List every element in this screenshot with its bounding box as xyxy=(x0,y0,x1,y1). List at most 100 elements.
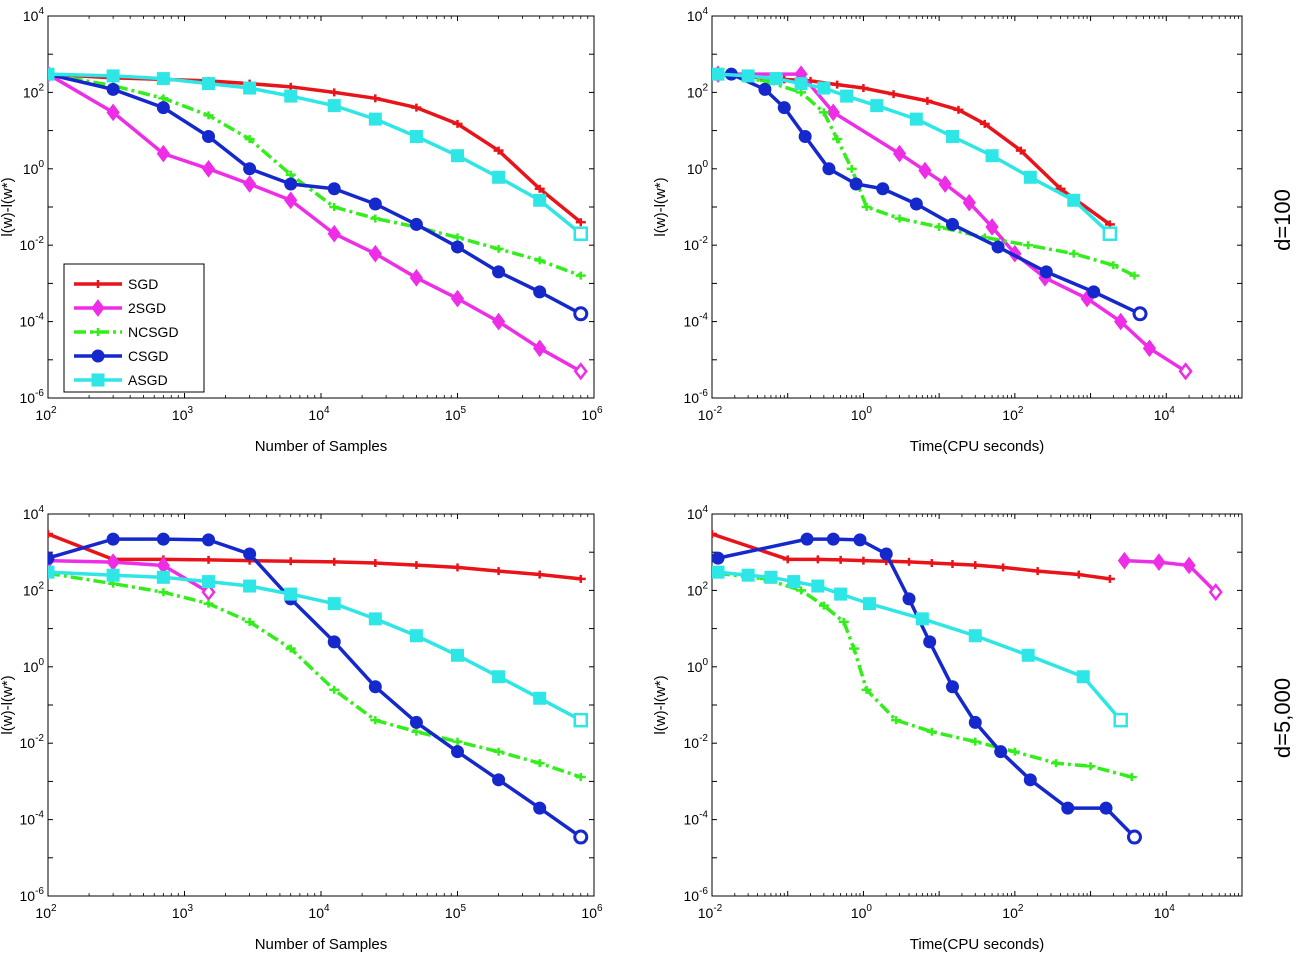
data-point xyxy=(203,111,214,120)
data-point xyxy=(158,94,169,103)
y-tick-label: 10-4 xyxy=(684,810,709,828)
data-point xyxy=(243,81,257,95)
y-tick-label: 10-6 xyxy=(20,886,45,904)
data-point xyxy=(411,727,422,736)
data-point xyxy=(811,579,825,593)
data-point xyxy=(712,67,725,81)
y-axis-label: l(w)-l(w*) xyxy=(0,177,16,236)
data-point xyxy=(853,533,867,547)
data-point xyxy=(1152,553,1166,571)
data-point xyxy=(945,130,959,144)
series-csgd xyxy=(48,532,589,845)
data-point xyxy=(493,244,504,253)
y-tick-label: 100 xyxy=(687,159,709,177)
series-line xyxy=(48,570,582,722)
x-tick-label: 103 xyxy=(172,405,194,423)
data-point xyxy=(1208,583,1223,602)
data-point xyxy=(1023,170,1037,184)
legend-item-sgd: SGD xyxy=(74,276,158,292)
data-point xyxy=(370,559,381,568)
data-point xyxy=(106,69,120,83)
data-point xyxy=(741,568,755,582)
data-point xyxy=(409,217,423,231)
row-label: d=100 xyxy=(1270,189,1295,251)
x-tick-label: 105 xyxy=(445,903,467,921)
data-point xyxy=(970,737,981,746)
data-point xyxy=(492,265,506,279)
data-point xyxy=(926,559,937,568)
data-point xyxy=(48,529,53,538)
data-point xyxy=(329,557,340,566)
data-point xyxy=(285,82,296,91)
data-point xyxy=(769,72,783,86)
data-point xyxy=(451,149,464,163)
data-point xyxy=(284,587,298,601)
data-point xyxy=(985,218,999,236)
legend-item-ncsgd: NCSGD xyxy=(74,324,179,340)
series-line xyxy=(717,72,1136,278)
data-point xyxy=(202,77,216,91)
y-tick-label: 104 xyxy=(687,6,709,24)
data-point xyxy=(575,773,586,782)
data-point xyxy=(156,144,170,163)
y-tick-label: 10-6 xyxy=(684,886,709,904)
legend-label: ASGD xyxy=(128,372,168,388)
data-point xyxy=(48,67,55,81)
data-point xyxy=(1087,285,1101,299)
data-point xyxy=(285,170,296,179)
series-csgd xyxy=(724,67,1148,322)
data-point xyxy=(953,105,964,114)
x-tick-label: 102 xyxy=(1002,405,1024,423)
data-point xyxy=(861,203,872,211)
data-point xyxy=(452,233,463,242)
data-point xyxy=(201,159,216,178)
data-point xyxy=(794,77,808,91)
data-point xyxy=(201,583,216,602)
legend-item-2sgd: 2SGD xyxy=(74,299,166,317)
y-axis-label: l(w)-l(w*) xyxy=(0,675,16,734)
data-point xyxy=(409,715,423,729)
data-point xyxy=(327,597,341,611)
data-point xyxy=(202,533,216,547)
data-point xyxy=(1126,829,1142,845)
data-point xyxy=(573,306,589,322)
x-tick-label: 104 xyxy=(308,405,330,423)
series-2sgd xyxy=(1117,551,1223,602)
data-point xyxy=(1132,306,1148,322)
data-point xyxy=(712,565,725,579)
data-point xyxy=(202,575,216,589)
data-point xyxy=(812,555,823,564)
data-point xyxy=(285,557,296,566)
data-point xyxy=(368,244,382,263)
data-point xyxy=(243,547,257,561)
data-point xyxy=(156,72,170,86)
data-point xyxy=(284,191,298,210)
data-point xyxy=(1023,773,1037,787)
data-point xyxy=(922,96,933,105)
data-point xyxy=(327,182,341,196)
data-point xyxy=(452,119,463,128)
data-point xyxy=(533,691,547,705)
data-point xyxy=(970,561,981,570)
x-tick-label: 105 xyxy=(445,405,467,423)
data-point xyxy=(493,146,504,155)
data-point xyxy=(156,570,170,584)
data-point xyxy=(1021,648,1035,662)
data-point xyxy=(846,164,857,173)
data-point xyxy=(534,256,545,265)
data-point xyxy=(832,80,843,89)
data-point xyxy=(106,103,120,122)
y-tick-label: 102 xyxy=(23,82,45,100)
y-tick-label: 100 xyxy=(23,159,45,177)
series-csgd xyxy=(48,67,589,322)
panel-top-left: 102 103 104 105 106 10-6 10-4 10-2 100 102 104 Numb… xyxy=(0,6,603,455)
legend-label: NCSGD xyxy=(128,324,179,340)
data-point xyxy=(968,629,982,643)
data-point xyxy=(902,592,916,606)
data-point xyxy=(1099,801,1113,815)
data-point xyxy=(492,773,506,787)
series-ncsgd xyxy=(712,569,1137,782)
x-tick-label: 10-2 xyxy=(698,405,723,423)
data-point xyxy=(451,648,464,662)
y-tick-label: 102 xyxy=(687,580,709,598)
